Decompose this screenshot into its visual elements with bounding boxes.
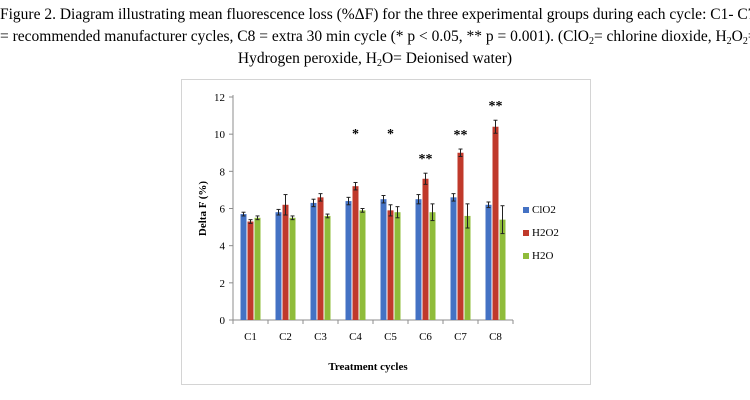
- bar-h2o2-c4: [352, 186, 359, 320]
- bar-clo2-c2: [275, 212, 282, 320]
- legend-swatch-clo2: [523, 207, 529, 213]
- bar-h2o2-c2: [282, 204, 289, 320]
- bar-clo2-c4: [345, 201, 352, 320]
- legend-swatch-h2o2: [523, 230, 529, 236]
- significance-annotation: **: [419, 152, 433, 167]
- x-tick-label: C3: [314, 331, 327, 343]
- y-tick-label: 2: [220, 278, 226, 290]
- y-tick-label: 12: [214, 92, 225, 104]
- x-tick-label: C8: [489, 331, 502, 343]
- legend-label: ClO2: [532, 204, 556, 216]
- bar-h2o2-c8: [492, 126, 499, 320]
- y-axis-title: Delta F (%): [197, 181, 209, 237]
- bar-clo2-c8: [485, 204, 492, 320]
- bar-clo2-c7: [450, 197, 457, 320]
- bar-h2o-c3: [324, 215, 331, 320]
- bar-h2o2-c3: [317, 197, 324, 320]
- x-tick-label: C7: [454, 331, 467, 343]
- x-tick-label: C2: [279, 331, 292, 343]
- significance-annotation: *: [387, 127, 394, 142]
- bar-h2o-c2: [289, 217, 296, 320]
- caption-line-2: = recommended manufacturer cycles, C8 = …: [0, 28, 750, 47]
- y-tick-label: 4: [220, 241, 226, 253]
- bar-h2o2-c7: [457, 152, 464, 320]
- bar-clo2-c1: [240, 214, 247, 320]
- significance-annotation: **: [489, 99, 503, 114]
- bar-h2o2-c6: [422, 178, 429, 320]
- bar-clo2-c6: [415, 199, 422, 320]
- x-tick-label: C5: [384, 331, 397, 343]
- bar-clo2-c3: [310, 202, 317, 320]
- bar-h2o-c8: [499, 219, 506, 320]
- significance-annotation: **: [454, 128, 468, 143]
- legend-label: H2O2: [532, 227, 559, 239]
- bar-h2o-c5: [394, 212, 401, 320]
- y-tick-label: 10: [214, 129, 226, 141]
- x-tick-label: C6: [419, 331, 432, 343]
- significance-annotation: *: [352, 127, 359, 142]
- bar-h2o-c1: [254, 217, 261, 320]
- bar-h2o-c4: [359, 210, 366, 320]
- bar-h2o2-c1: [247, 221, 254, 320]
- bar-clo2-c5: [380, 199, 387, 320]
- y-tick-label: 6: [220, 204, 226, 216]
- legend-label: H2O: [532, 250, 553, 262]
- legend-swatch-h2o: [523, 253, 529, 259]
- x-axis-title: Treatment cycles: [328, 361, 408, 373]
- x-tick-label: C1: [244, 331, 257, 343]
- y-tick-label: 8: [220, 166, 226, 178]
- caption-line-3: Hydrogen peroxide, H2O= Deionised water): [237, 50, 513, 69]
- bar-h2o2-c5: [387, 210, 394, 320]
- figure-caption: Figure 2. Diagram illustrating mean fluo…: [0, 4, 750, 70]
- chart-frame: [181, 79, 591, 385]
- bar-h2o-c6: [429, 212, 436, 320]
- x-tick-label: C4: [349, 331, 362, 343]
- bar-h2o-c7: [464, 215, 471, 320]
- caption-line-1: Figure 2. Diagram illustrating mean fluo…: [0, 6, 750, 23]
- y-tick-label: 0: [220, 315, 226, 327]
